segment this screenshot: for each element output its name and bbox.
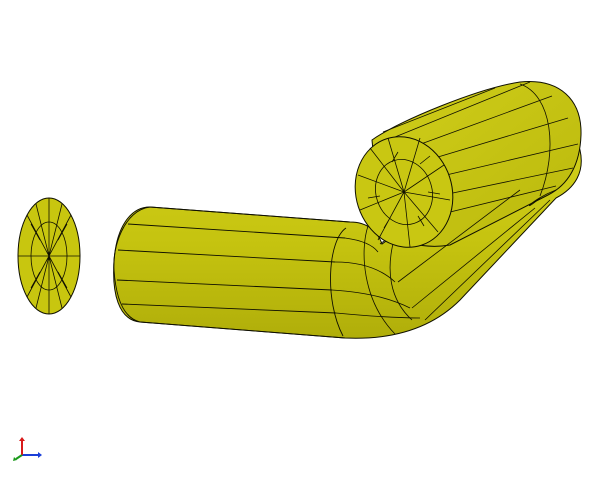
axis-triad-icon (13, 437, 42, 461)
end-face-mesh (357, 137, 451, 248)
separated-end-cap-disc[interactable] (17, 197, 81, 315)
lower-section-mesh (113, 206, 351, 339)
disc-mesh-lines (18, 198, 80, 314)
upper-arm-mesh (382, 81, 579, 215)
pipe-end-face[interactable] (341, 124, 467, 260)
bend-mesh (331, 189, 551, 335)
bent-pipe-body[interactable] (113, 81, 582, 339)
